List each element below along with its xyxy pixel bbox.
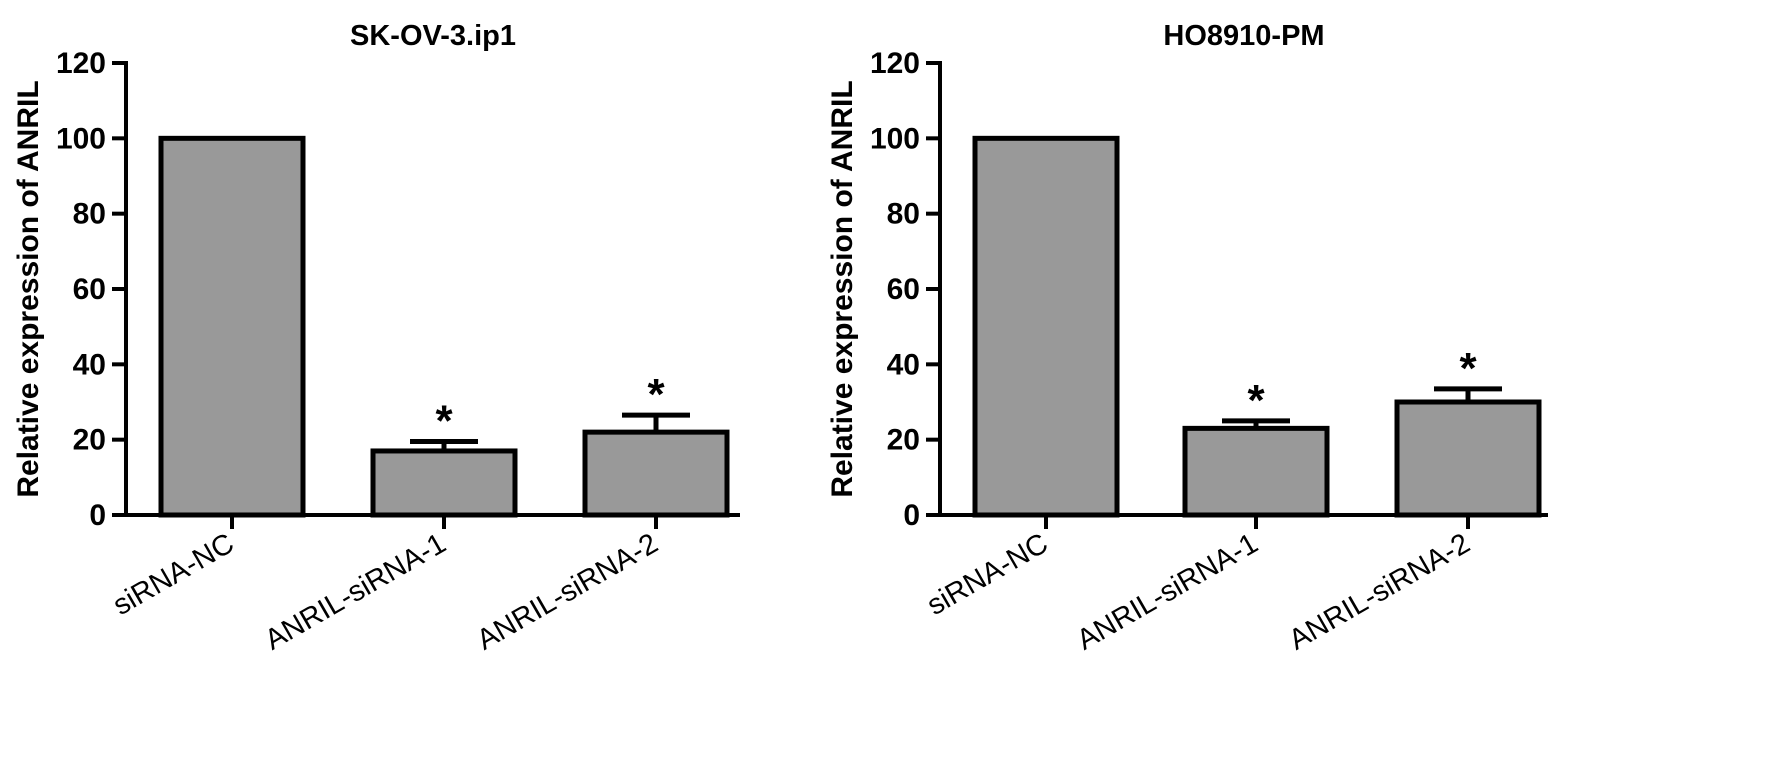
y-tick-label: 60 [73,273,106,306]
y-tick-label: 0 [903,499,920,532]
y-tick-label: 40 [73,348,106,381]
y-tick-label: 80 [73,198,106,231]
y-tick-label: 20 [73,424,106,457]
bar [972,135,1120,518]
y-axis-label: Relative expression of ANRIL [12,80,45,497]
significance-marker: * [1459,344,1477,393]
x-tick-label: siRNA-NC [108,527,240,622]
x-tick-label: ANRIL-siRNA-2 [472,527,664,656]
y-tick-label: 120 [56,47,106,80]
bar [582,429,730,518]
bar [158,135,306,518]
bar [1394,399,1542,518]
y-tick-label: 0 [89,499,106,532]
y-tick-label: 20 [887,424,920,457]
significance-marker: * [1247,376,1265,425]
x-tick-label: ANRIL-siRNA-1 [260,527,452,656]
bar [370,448,518,518]
significance-marker: * [647,370,665,419]
chart-title: SK-OV-3.ip1 [350,20,516,52]
y-tick-label: 100 [56,122,106,155]
y-axis-label: Relative expression of ANRIL [826,80,859,497]
chart-title: HO8910-PM [1163,20,1324,52]
chart-panel-ho8910-pm: HO8910-PM Relative expression of ANRIL 0… [826,20,1548,657]
y-tick-label: 80 [887,198,920,231]
y-tick-label: 120 [870,47,920,80]
y-tick-label: 100 [870,122,920,155]
y-tick-label: 40 [887,348,920,381]
y-tick-label: 60 [887,273,920,306]
chart-panel-sk-ov-3-ip1: SK-OV-3.ip1 Relative expression of ANRIL… [12,20,740,657]
x-tick-label: siRNA-NC [922,527,1054,622]
significance-marker: * [435,397,453,446]
bar [1182,425,1330,518]
x-tick-label: ANRIL-siRNA-2 [1284,527,1476,656]
x-tick-label: ANRIL-siRNA-1 [1072,527,1264,656]
